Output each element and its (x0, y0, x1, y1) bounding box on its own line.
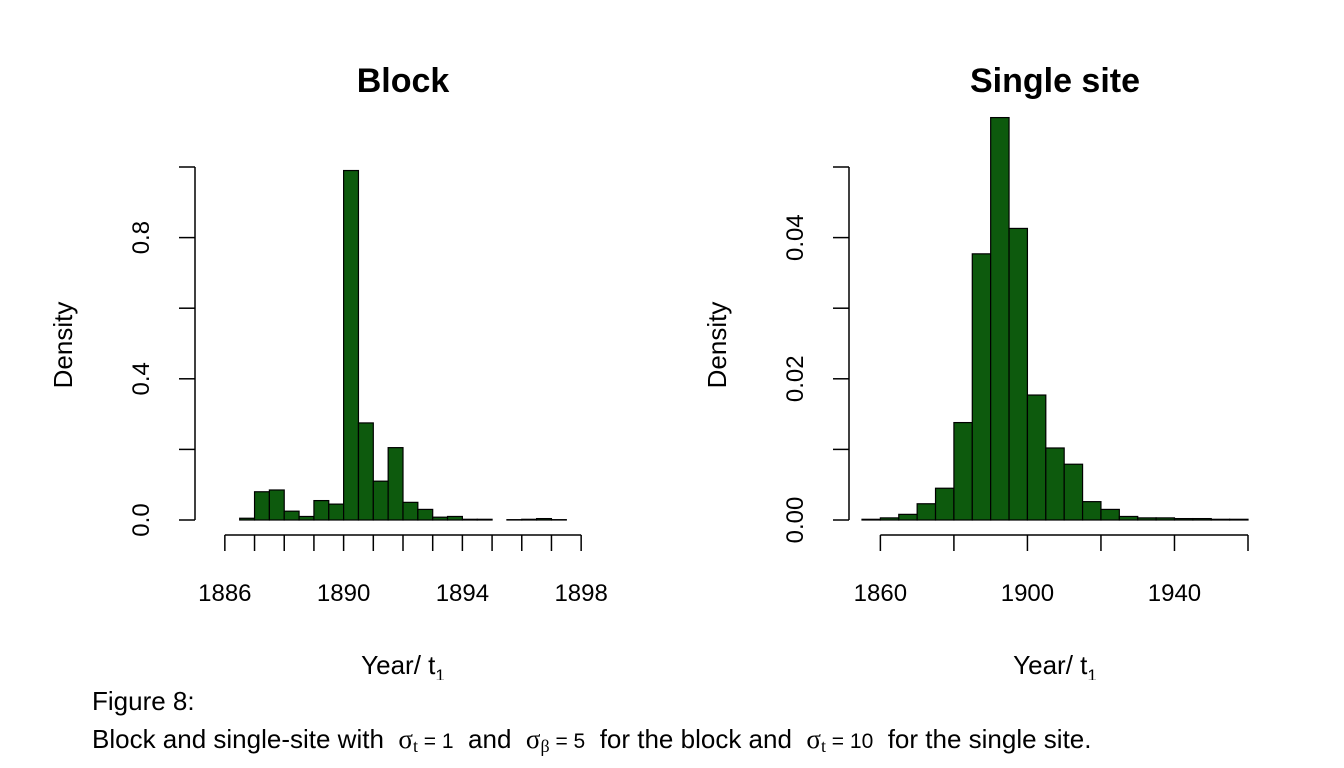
sigma-beta-subscript: β (540, 736, 550, 756)
histogram-bar (1229, 518, 1249, 521)
histogram-bar (1210, 518, 1231, 521)
caption-and: and (468, 724, 512, 754)
histogram-bar (387, 447, 404, 521)
x-tick-label: 1900 (1001, 580, 1054, 607)
histogram-bar (298, 515, 315, 521)
histogram-bar (328, 503, 345, 521)
sigma-t-subscript: t (412, 736, 418, 756)
histogram-bar (916, 503, 937, 521)
x-tick-label: 1886 (198, 580, 251, 607)
histogram-bar (1155, 517, 1176, 521)
x-axis-label-main: Year/ t (1013, 650, 1088, 680)
histogram-bar (536, 517, 553, 521)
sigma-beta-value: = 5 (549, 730, 586, 753)
y-tick-label: 0.04 (782, 214, 809, 261)
histogram-bar (1100, 508, 1120, 521)
histogram-bar (971, 253, 992, 521)
x-tick-label: 1890 (317, 580, 370, 607)
x-axis-label-subscript: 1 (435, 666, 444, 680)
histogram-bar (1026, 394, 1047, 521)
histogram-bar (239, 517, 256, 521)
histogram-bar (1081, 501, 1102, 521)
histogram-bar (253, 491, 270, 521)
histogram-bar (861, 518, 881, 521)
caption-figure-label: Figure 8: (92, 686, 195, 716)
x-tick-label: 1894 (436, 580, 489, 607)
figure-plots: Block 1886 1890 1894 1898 0.0 0.4 0.8 Density Yea… (48, 62, 1249, 680)
histogram-bar (313, 499, 330, 521)
histogram-bar (372, 480, 389, 521)
x-axis-label: Year/ t1 (361, 650, 445, 680)
x-axis-label-subscript: 1 (1087, 666, 1096, 680)
histogram-bar (476, 518, 493, 521)
histogram-bar (268, 489, 285, 521)
y-axis-label: Density (702, 302, 732, 389)
histogram-bar (521, 518, 538, 521)
histogram-bar (1063, 463, 1084, 521)
y-tick-label: 0.00 (782, 497, 809, 544)
y-tick-label: 0.0 (128, 503, 155, 536)
histogram-bar (432, 516, 449, 521)
x-axis-label: Year/ t1 (1013, 650, 1097, 680)
x-tick-label: 1860 (854, 580, 907, 607)
histogram-single-site: Single site 1860 1900 1940 0.00 0.02 0.04 Densi… (702, 62, 1249, 680)
x-axis-label-main: Year/ t (361, 650, 436, 680)
sigma-t-value: = 1 (417, 730, 454, 753)
chart-title: Single site (970, 62, 1140, 100)
histogram-bar (343, 169, 360, 521)
histogram-bar (990, 116, 1010, 521)
y-tick-label: 0.8 (128, 221, 155, 254)
histogram-bar (283, 510, 300, 521)
histogram-bar (879, 517, 900, 521)
histogram-bar (1008, 227, 1029, 521)
sigma-t-single-subscript: t (820, 736, 826, 756)
histogram-bar (934, 487, 955, 521)
sigma-beta-symbol: σ (525, 724, 541, 754)
histogram-bar (1173, 517, 1194, 521)
caption-prefix: Block and single-site with (92, 724, 384, 754)
sigma-t-symbol: σ (398, 724, 413, 754)
x-tick-label: 1940 (1148, 580, 1201, 607)
histogram-bar (1137, 517, 1157, 521)
sigma-t-single-symbol: σ (806, 724, 821, 754)
histogram-bar (461, 518, 478, 521)
histogram-bar (953, 421, 973, 521)
histogram-bar (1045, 447, 1065, 521)
chart-title: Block (357, 62, 450, 100)
caption-suffix: for the single site. (887, 724, 1092, 754)
y-tick-label: 0.4 (128, 362, 155, 395)
sigma-t-single-value: = 10 (825, 730, 874, 753)
x-tick-label: 1898 (554, 580, 607, 607)
histogram-bar (1118, 515, 1139, 521)
caption-mid: for the block and (599, 724, 792, 754)
histogram-bar (1192, 517, 1212, 521)
histogram-bar (417, 508, 434, 521)
y-tick-label: 0.02 (782, 355, 809, 402)
caption-text: Block and single-site with σt = 1 and σβ… (92, 724, 1091, 761)
histogram-bar (402, 501, 419, 521)
histogram-bar (898, 513, 918, 521)
histogram-bar (357, 422, 374, 521)
y-axis-label: Density (48, 302, 78, 389)
histogram-bar (446, 515, 463, 521)
histogram-block: Block 1886 1890 1894 1898 0.0 0.4 0.8 Density Yea… (48, 62, 608, 680)
